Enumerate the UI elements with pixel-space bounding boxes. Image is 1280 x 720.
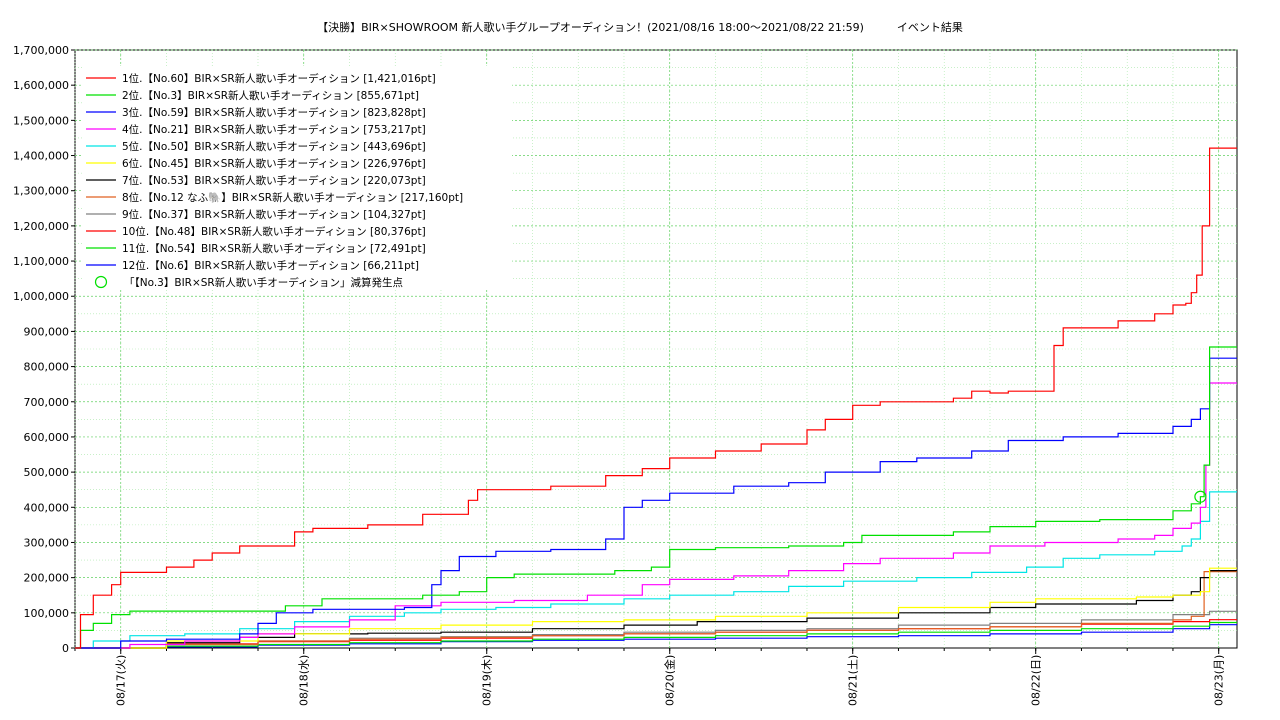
- legend-label: 1位.【No.60】BIR×SR新人歌い手オーディション [1,421,016p…: [122, 72, 436, 85]
- y-tick-label: 300,000: [24, 536, 70, 549]
- x-tick-label: 08/21(土): [847, 655, 860, 706]
- x-tick-label: 08/17(火): [115, 655, 128, 706]
- series-line-8: [75, 571, 1237, 649]
- legend-label: 12位.【No.6】BIR×SR新人歌い手オーディション [66,211pt]: [122, 259, 419, 272]
- y-tick-label: 0: [62, 642, 69, 655]
- y-tick-label: 1,400,000: [13, 150, 69, 163]
- legend-label: 5位.【No.50】BIR×SR新人歌い手オーディション [443,696pt]: [122, 140, 426, 153]
- series-line-11: [75, 621, 1237, 649]
- x-tick-label: 08/18(水): [298, 655, 311, 706]
- legend-label: 8位.【No.12 なふ🐘】BIR×SR新人歌い手オーディション [217,16…: [122, 191, 463, 204]
- series-line-12: [75, 624, 1237, 649]
- legend-label: 9位.【No.37】BIR×SR新人歌い手オーディション [104,327pt]: [122, 208, 426, 221]
- y-tick-label: 1,600,000: [13, 79, 69, 92]
- y-tick-label: 700,000: [24, 396, 70, 409]
- series-line-5: [75, 491, 1237, 649]
- legend-label: 3位.【No.59】BIR×SR新人歌い手オーディション [823,828pt]: [122, 106, 426, 119]
- legend-marker-swatch: [94, 275, 108, 289]
- legend-label: 11位.【No.54】BIR×SR新人歌い手オーディション [72,491pt]: [122, 242, 426, 255]
- series-line-2: [75, 346, 1237, 649]
- y-tick-label: 600,000: [24, 431, 70, 444]
- legend-label: 10位.【No.48】BIR×SR新人歌い手オーディション [80,376pt]: [122, 225, 426, 238]
- legend-box: [82, 66, 512, 290]
- x-tick-label: 08/19(木): [481, 655, 494, 706]
- series-line-6: [75, 567, 1237, 649]
- series-line-3: [75, 357, 1237, 649]
- x-tick-label: 08/22(日): [1030, 655, 1043, 706]
- deduction-marker: [1194, 490, 1207, 503]
- y-tick-label: 1,300,000: [13, 185, 69, 198]
- legend-label: 6位.【No.45】BIR×SR新人歌い手オーディション [226,976pt]: [122, 157, 426, 170]
- chart-title: 【決勝】BIR×SHOWROOM 新人歌い手グループオーディション！(2021/…: [317, 21, 963, 34]
- y-tick-label: 900,000: [24, 325, 70, 338]
- y-tick-label: 500,000: [24, 466, 70, 479]
- y-tick-label: 100,000: [24, 607, 70, 620]
- y-tick-label: 400,000: [24, 501, 70, 514]
- y-tick-label: 200,000: [24, 572, 70, 585]
- y-tick-label: 1,700,000: [13, 44, 69, 57]
- legend-label: 7位.【No.53】BIR×SR新人歌い手オーディション [220,073pt]: [122, 174, 426, 187]
- y-tick-label: 1,000,000: [13, 290, 69, 303]
- series-line-4: [75, 382, 1237, 649]
- y-tick-label: 1,500,000: [13, 114, 69, 127]
- y-tick-label: 1,100,000: [13, 255, 69, 268]
- y-tick-label: 1,200,000: [13, 220, 69, 233]
- legend-label: 2位.【No.3】BIR×SR新人歌い手オーディション [855,671pt]: [122, 89, 419, 102]
- x-tick-label: 08/20(金): [663, 655, 677, 706]
- x-tick-label: 08/23(月): [1213, 655, 1226, 706]
- legend-label: 「【No.3】BIR×SR新人歌い手オーディション」減算発生点: [124, 276, 403, 289]
- y-tick-label: 800,000: [24, 361, 70, 374]
- legend-label: 4位.【No.21】BIR×SR新人歌い手オーディション [753,217pt]: [122, 123, 426, 136]
- series-line-1: [75, 147, 1237, 649]
